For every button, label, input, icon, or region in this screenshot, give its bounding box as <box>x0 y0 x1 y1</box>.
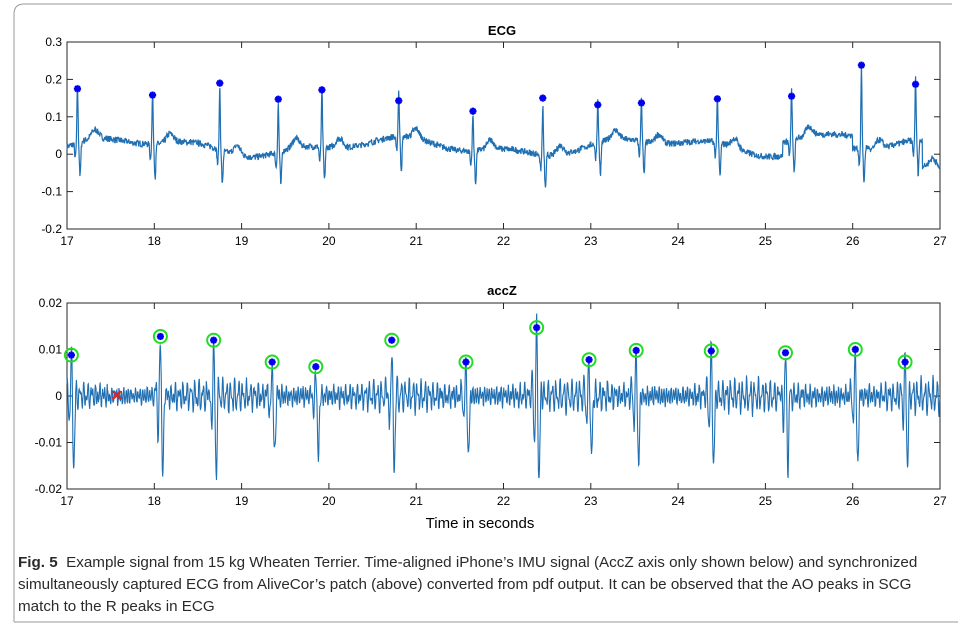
x-tick-label: 25 <box>759 494 773 508</box>
y-tick-label: 0 <box>55 389 62 403</box>
x-tick-label: 27 <box>933 494 947 508</box>
peak-marker <box>312 363 320 371</box>
peak-marker <box>781 349 790 357</box>
ao-peak-circle <box>581 352 597 368</box>
peak-marker <box>148 91 157 99</box>
x-tick-label: 24 <box>671 234 685 248</box>
peak-marker <box>216 79 224 87</box>
y-tick-label: -0.02 <box>35 482 63 496</box>
ao-peak-circle <box>529 320 545 336</box>
x-tick-label: 17 <box>60 494 74 508</box>
x-tick-label: 18 <box>148 234 162 248</box>
y-tick-label: -0.2 <box>41 222 62 236</box>
ecg-plot-area <box>66 41 941 230</box>
peak-marker <box>901 358 909 366</box>
peak-marker <box>73 85 82 93</box>
y-tick-label: 0.02 <box>39 296 63 310</box>
peak-marker <box>533 324 541 332</box>
ao-peak-circle <box>777 345 793 361</box>
x-tick-label: 26 <box>846 234 860 248</box>
peak-marker <box>787 92 796 100</box>
x-tick-label: 22 <box>497 234 511 248</box>
x-tick-label: 21 <box>410 234 424 248</box>
ecg-y-tick-labels: -0.2 -0.1 0 0.1 0.2 0.3 <box>41 35 62 236</box>
y-tick-label: -0.01 <box>35 436 63 450</box>
ecg-signal-line <box>66 63 941 188</box>
y-tick-label: 0 <box>55 147 62 161</box>
peak-marker <box>388 336 396 344</box>
y-tick-label: 0.2 <box>45 72 62 86</box>
x-tick-label: 23 <box>584 234 598 248</box>
x-tick-label: 23 <box>584 494 598 508</box>
caption-text: Example signal from 15 kg Wheaten Terrie… <box>18 554 918 615</box>
ao-peak-circle <box>264 354 280 370</box>
y-tick-label: -0.1 <box>41 185 62 199</box>
x-tick-label: 20 <box>322 234 336 248</box>
peak-marker <box>469 107 477 115</box>
peak-marker <box>637 99 646 107</box>
ecg-chart: ECG -0.2 -0.1 0 0.1 0.2 0.3 17 18 19 20 21 22 23 24 2… <box>41 23 947 248</box>
rejected-peak-x-marker <box>111 390 122 400</box>
accz-x-tick-labels: 17 18 19 20 21 22 23 24 25 26 27 <box>60 494 947 508</box>
ecg-title: ECG <box>488 23 516 38</box>
ao-peak-circle <box>384 332 400 348</box>
y-tick-label: 0.01 <box>39 343 63 357</box>
y-tick-label: 0.1 <box>45 110 62 124</box>
peak-marker <box>713 95 721 103</box>
peak-marker <box>210 336 218 344</box>
peak-marker <box>395 97 403 105</box>
x-tick-label: 26 <box>846 494 860 508</box>
peak-marker <box>274 95 282 103</box>
peak-marker <box>911 80 920 88</box>
peak-marker <box>851 345 859 354</box>
accz-title: accZ <box>487 283 517 298</box>
ao-peak-circle <box>458 354 474 370</box>
accz-signal-line <box>66 313 941 481</box>
peak-marker <box>594 101 602 109</box>
ao-peak-circle <box>308 359 324 375</box>
figure-caption: Fig. 5 Example signal from 15 kg Wheaten… <box>18 552 948 618</box>
peak-marker <box>318 86 326 94</box>
peak-marker <box>707 347 715 355</box>
peak-marker <box>156 332 165 341</box>
peak-marker <box>539 94 547 102</box>
accz-rejected-peak <box>111 390 122 400</box>
accz-chart: accZ -0.02 -0.01 0 0.01 0.02 17 18 19 20 21 22 23 2… <box>35 283 947 532</box>
x-tick-label: 20 <box>322 494 336 508</box>
y-tick-label: 0.3 <box>45 35 62 49</box>
ecg-r-peaks <box>73 61 920 115</box>
peak-marker <box>857 61 866 69</box>
ao-peak-circle <box>897 354 913 370</box>
ao-peak-circle <box>63 347 79 363</box>
accz-y-tick-labels: -0.02 -0.01 0 0.01 0.02 <box>35 296 63 496</box>
x-tick-label: 27 <box>933 234 947 248</box>
x-tick-label: 19 <box>235 234 249 248</box>
peak-marker <box>585 356 593 364</box>
accz-series-line <box>66 313 941 481</box>
peak-marker <box>632 346 640 355</box>
ao-peak-circle <box>628 342 644 358</box>
caption-label: Fig. 5 <box>18 554 58 571</box>
x-tick-label: 17 <box>60 234 74 248</box>
x-tick-label: 24 <box>671 494 685 508</box>
x-tick-label: 22 <box>497 494 511 508</box>
peak-marker <box>67 351 75 359</box>
ecg-series-line <box>66 63 941 188</box>
x-tick-label: 19 <box>235 494 249 508</box>
x-tick-label: 25 <box>759 234 773 248</box>
ecg-axis-ticks <box>66 41 941 230</box>
ao-peak-circle <box>152 328 168 344</box>
accz-ao-peaks <box>63 320 913 375</box>
peak-marker <box>462 358 470 366</box>
ecg-x-tick-labels: 17 18 19 20 21 22 23 24 25 26 27 <box>60 234 947 248</box>
x-axis-label: Time in seconds <box>426 515 535 532</box>
ao-peak-circle <box>847 342 863 357</box>
x-tick-label: 21 <box>410 494 424 508</box>
x-tick-label: 18 <box>148 494 162 508</box>
peak-marker <box>268 358 276 366</box>
ao-peak-circle <box>703 343 719 359</box>
ao-peak-circle <box>206 332 222 348</box>
